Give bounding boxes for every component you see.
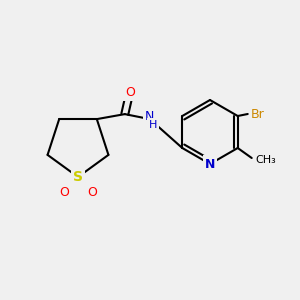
Text: N: N [205, 158, 215, 170]
Text: H: H [148, 120, 157, 130]
Text: O: O [59, 185, 69, 199]
Text: S: S [73, 170, 83, 184]
Text: CH₃: CH₃ [256, 155, 277, 165]
Text: O: O [125, 85, 135, 99]
Text: O: O [87, 185, 97, 199]
Text: Br: Br [251, 107, 265, 121]
Text: N: N [145, 110, 154, 123]
